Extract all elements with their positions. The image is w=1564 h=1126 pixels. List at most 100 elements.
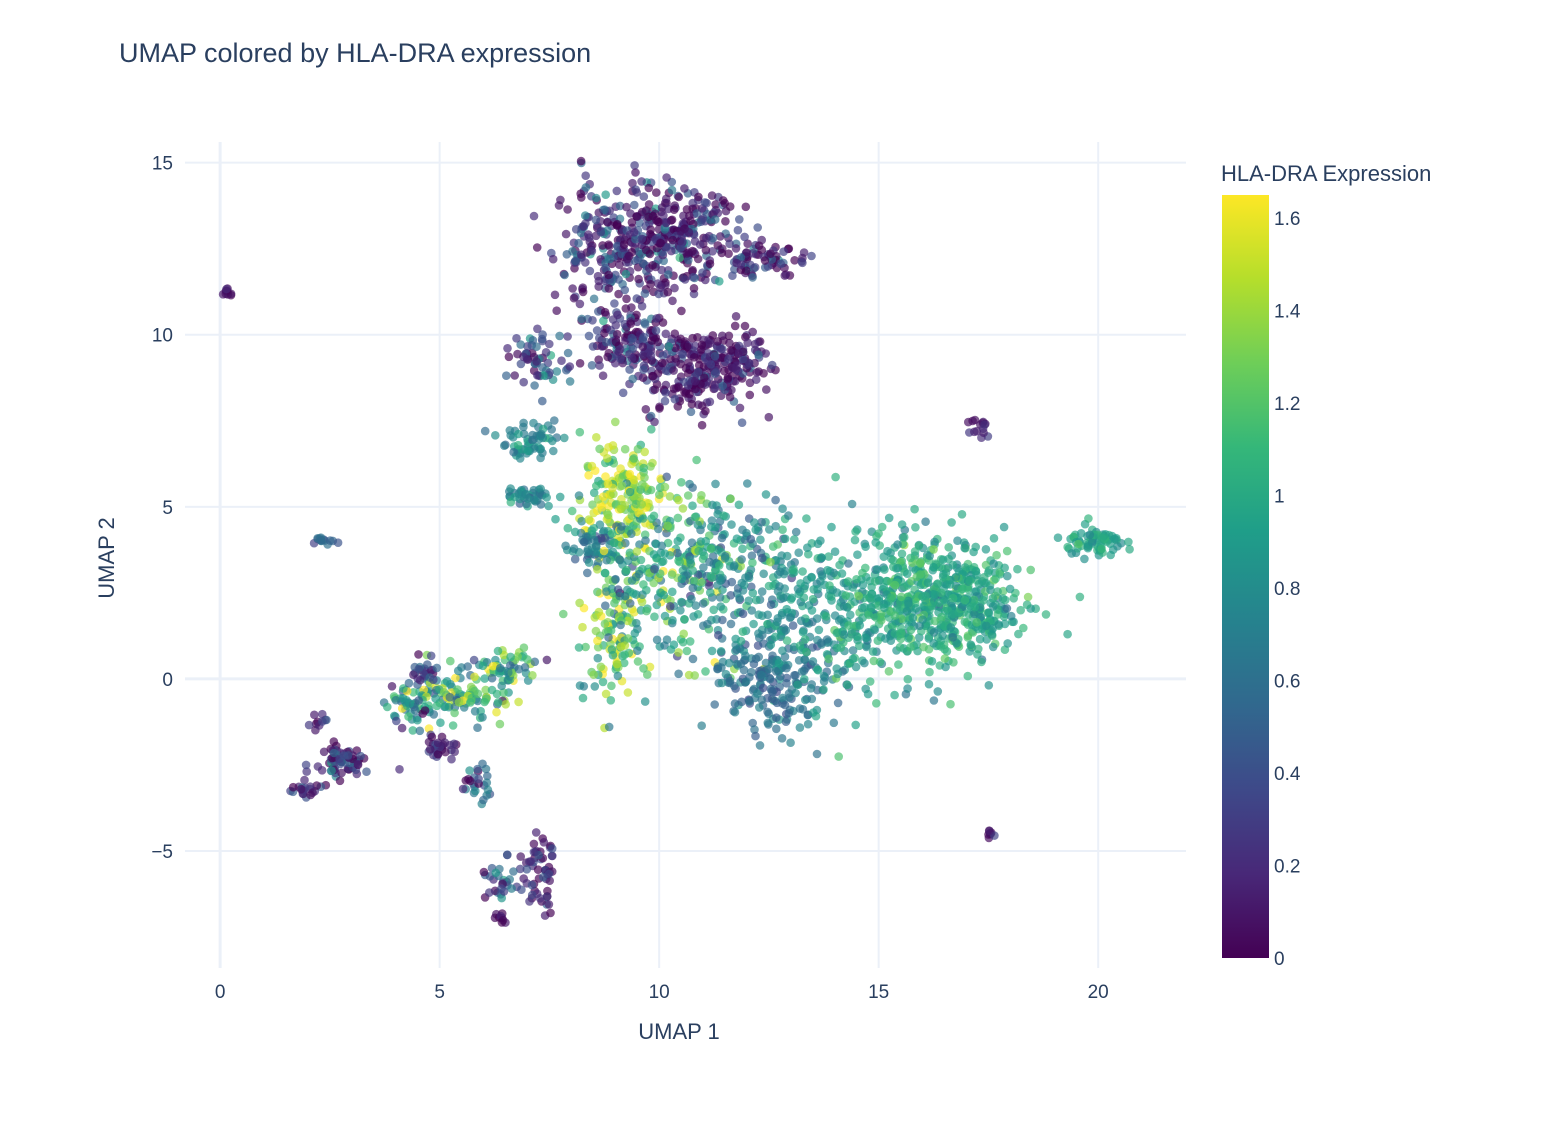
cell-point [682, 646, 692, 656]
cell-point [409, 670, 418, 679]
cell-point [611, 337, 621, 347]
cell-point [708, 500, 717, 510]
cell-point [682, 249, 692, 258]
cell-point [646, 279, 655, 289]
cell-point [688, 654, 698, 664]
cell-point [598, 677, 608, 687]
cell-point [757, 553, 767, 563]
cell-point [466, 698, 475, 707]
cell-point [506, 484, 515, 493]
cell-point [1097, 533, 1107, 543]
cell-point [1000, 619, 1010, 629]
cell-point [606, 696, 616, 705]
cell-point [548, 436, 557, 446]
cell-point [822, 635, 832, 644]
cell-point [1026, 565, 1035, 575]
cell-point [930, 590, 940, 599]
cell-point [671, 354, 680, 363]
cell-point [988, 624, 997, 633]
cell-point [957, 584, 966, 594]
cell-point [536, 453, 545, 463]
cell-point [790, 671, 799, 680]
cell-point [780, 271, 790, 280]
cell-point [577, 250, 586, 259]
cell-point [362, 767, 371, 776]
cell-point [832, 643, 842, 653]
cell-point [752, 595, 761, 605]
cell-point [473, 689, 483, 699]
cell-point [947, 518, 956, 527]
cell-point [1085, 530, 1095, 540]
cell-point [1001, 595, 1010, 605]
cell-point [669, 366, 678, 375]
cell-point [652, 635, 662, 645]
cell-point [884, 667, 894, 676]
cell-point [734, 348, 744, 358]
cell-point [629, 454, 639, 463]
cell-point [705, 581, 714, 591]
cell-point [782, 663, 791, 673]
cell-point [584, 230, 593, 239]
cell-point [874, 529, 883, 538]
cell-point [660, 225, 670, 234]
cell-point [693, 254, 703, 264]
cell-point [755, 741, 765, 750]
cell-point [529, 847, 539, 857]
cell-point [736, 260, 746, 269]
cell-point [813, 539, 823, 549]
cell-point [808, 657, 818, 666]
cell-point [934, 598, 944, 607]
cell-point [601, 472, 610, 481]
cell-point [569, 544, 579, 553]
cell-point [688, 272, 698, 282]
cell-point [600, 568, 610, 578]
cell-point [981, 621, 991, 631]
cell-point [588, 316, 597, 325]
cell-point [408, 726, 418, 735]
cell-point [946, 699, 955, 709]
cell-point [621, 538, 630, 548]
cell-point [798, 627, 808, 637]
cell-point [949, 658, 958, 667]
cell-point [501, 700, 511, 709]
cell-point [688, 483, 697, 492]
cell-point [598, 241, 607, 250]
cell-point [975, 634, 985, 644]
cell-point [451, 673, 460, 683]
cell-point [333, 538, 343, 547]
cell-point [743, 338, 752, 348]
cell-point [544, 869, 554, 879]
cell-point [657, 541, 667, 551]
cell-point [970, 427, 979, 437]
cell-point [383, 702, 392, 712]
cell-point [726, 619, 736, 629]
cell-point [538, 330, 547, 339]
cell-point [487, 673, 497, 683]
cell-point [779, 593, 788, 603]
cell-point [765, 674, 775, 684]
cell-point [844, 621, 853, 630]
cell-point [795, 723, 805, 732]
cell-point [413, 715, 422, 725]
cell-point [596, 662, 606, 672]
cell-point [692, 209, 702, 218]
cell-point [851, 662, 861, 672]
cell-point [356, 751, 365, 761]
cell-point [784, 511, 793, 520]
cell-point [708, 233, 718, 243]
cell-point [414, 664, 424, 674]
cell-point [771, 632, 780, 642]
cell-point [674, 192, 684, 202]
cell-point [567, 506, 577, 516]
cell-point [870, 625, 879, 635]
cell-point [687, 538, 697, 547]
cell-point [851, 720, 860, 730]
cell-point [748, 327, 757, 337]
cell-point [652, 600, 662, 610]
cell-point [629, 228, 639, 237]
cell-point [949, 610, 958, 619]
cell-point [646, 485, 656, 495]
cell-point [640, 289, 650, 298]
cell-point [561, 541, 570, 551]
cell-point [593, 587, 602, 597]
